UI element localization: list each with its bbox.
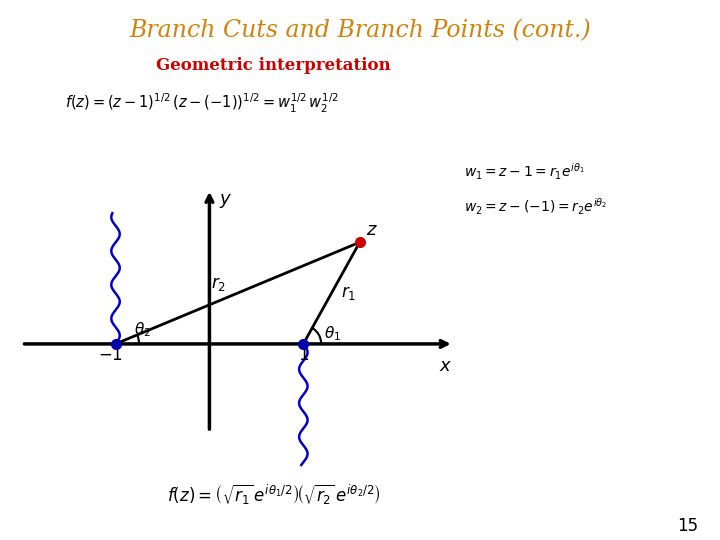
Text: $x$: $x$ bbox=[439, 356, 453, 375]
Text: Branch Cuts and Branch Points (cont.): Branch Cuts and Branch Points (cont.) bbox=[129, 19, 591, 42]
Text: $r_1$: $r_1$ bbox=[341, 284, 356, 302]
Text: $1$: $1$ bbox=[298, 347, 309, 365]
Text: $\theta_2$: $\theta_2$ bbox=[135, 320, 151, 339]
Text: $w_2 = z-(-1) = r_2 e^{i\theta_2}$: $w_2 = z-(-1) = r_2 e^{i\theta_2}$ bbox=[464, 197, 608, 218]
Text: $\theta_1$: $\theta_1$ bbox=[324, 324, 341, 343]
Text: $f(z) = (z-1)^{1/2}\,(z-(-1))^{1/2} = w_1^{1/2}\,w_2^{1/2}$: $f(z) = (z-1)^{1/2}\,(z-(-1))^{1/2} = w_… bbox=[65, 92, 338, 115]
Text: $f(z) = \left(\sqrt{r_1}\,e^{i\theta_1/2}\right)\!\left(\sqrt{r_2}\,e^{i\theta_2: $f(z) = \left(\sqrt{r_1}\,e^{i\theta_1/2… bbox=[166, 483, 381, 508]
Text: Geometric interpretation: Geometric interpretation bbox=[156, 57, 391, 73]
Text: $y$: $y$ bbox=[219, 192, 232, 210]
Text: $z$: $z$ bbox=[366, 221, 378, 239]
Text: $r_2$: $r_2$ bbox=[211, 275, 226, 293]
Text: $-1$: $-1$ bbox=[99, 347, 123, 365]
Text: $w_1 = z-1 = r_1 e^{i\theta_1}$: $w_1 = z-1 = r_1 e^{i\theta_1}$ bbox=[464, 162, 585, 183]
Text: 15: 15 bbox=[678, 517, 698, 535]
